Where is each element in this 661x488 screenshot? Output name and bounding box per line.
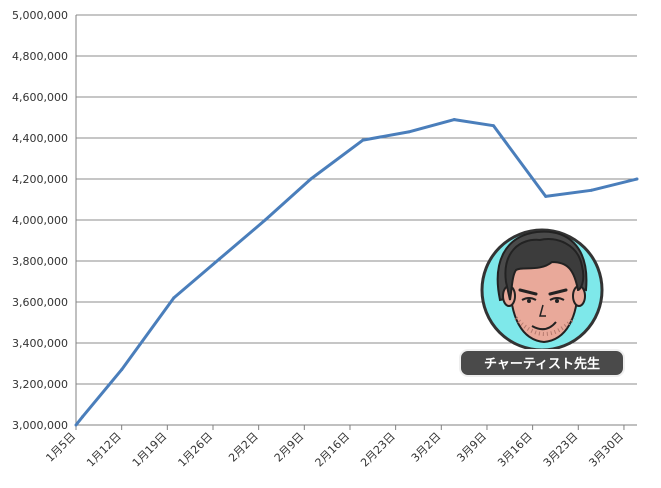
data-point [120, 368, 124, 372]
x-tick-label: 2月16日 [313, 430, 353, 470]
y-tick-label: 3,800,000 [12, 255, 68, 268]
data-point [172, 296, 176, 300]
y-tick-label: 4,600,000 [12, 91, 68, 104]
x-tick-label: 1月5日 [43, 430, 78, 465]
x-tick-label: 1月12日 [84, 430, 124, 470]
data-point [74, 423, 78, 427]
data-point [309, 177, 313, 181]
teacher-badge: チャーティスト先生 [459, 228, 625, 377]
x-tick-label: 3月2日 [409, 430, 444, 465]
y-tick-label: 4,400,000 [12, 132, 68, 145]
y-axis-ticks: 3,000,000 3,200,000 3,400,000 3,600,000 3,80… [12, 9, 68, 432]
x-tick-label: 3月23日 [541, 430, 581, 470]
x-tick-label: 3月9日 [454, 430, 489, 465]
teacher-avatar-icon [496, 230, 588, 344]
y-tick-label: 4,800,000 [12, 50, 68, 63]
data-point [635, 177, 639, 181]
x-tick-label: 2月9日 [272, 430, 307, 465]
x-tick-label: 3月30日 [586, 430, 626, 470]
x-tick-label: 1月26日 [176, 430, 216, 470]
data-point [361, 138, 365, 142]
y-tick-label: 3,000,000 [12, 419, 68, 432]
x-tick-label: 2月2日 [226, 430, 261, 465]
y-tick-label: 3,400,000 [12, 337, 68, 350]
y-tick-label: 4,200,000 [12, 173, 68, 186]
x-tick-label: 3月16日 [495, 430, 535, 470]
badge-label: チャーティスト先生 [484, 356, 600, 372]
data-point [81, 415, 85, 419]
x-axis-ticks: 1月5日 1月12日 1月19日 1月26日 2月2日 2月9日 2月16日 2月23日 3月2… [43, 425, 626, 470]
data-point [544, 194, 548, 198]
y-tick-label: 4,000,000 [12, 214, 68, 227]
data-point [452, 118, 456, 122]
data-point [263, 218, 267, 222]
series-line [74, 118, 638, 426]
data-point [407, 130, 411, 134]
y-tick-label: 5,000,000 [12, 9, 68, 22]
x-tick-label: 1月19日 [130, 430, 170, 470]
data-point [218, 257, 222, 261]
badge-label-box [459, 349, 625, 377]
y-tick-label: 3,600,000 [12, 296, 68, 309]
data-point [589, 188, 593, 192]
y-tick-label: 3,200,000 [12, 378, 68, 391]
data-point [491, 124, 495, 128]
x-tick-label: 2月23日 [358, 430, 398, 470]
